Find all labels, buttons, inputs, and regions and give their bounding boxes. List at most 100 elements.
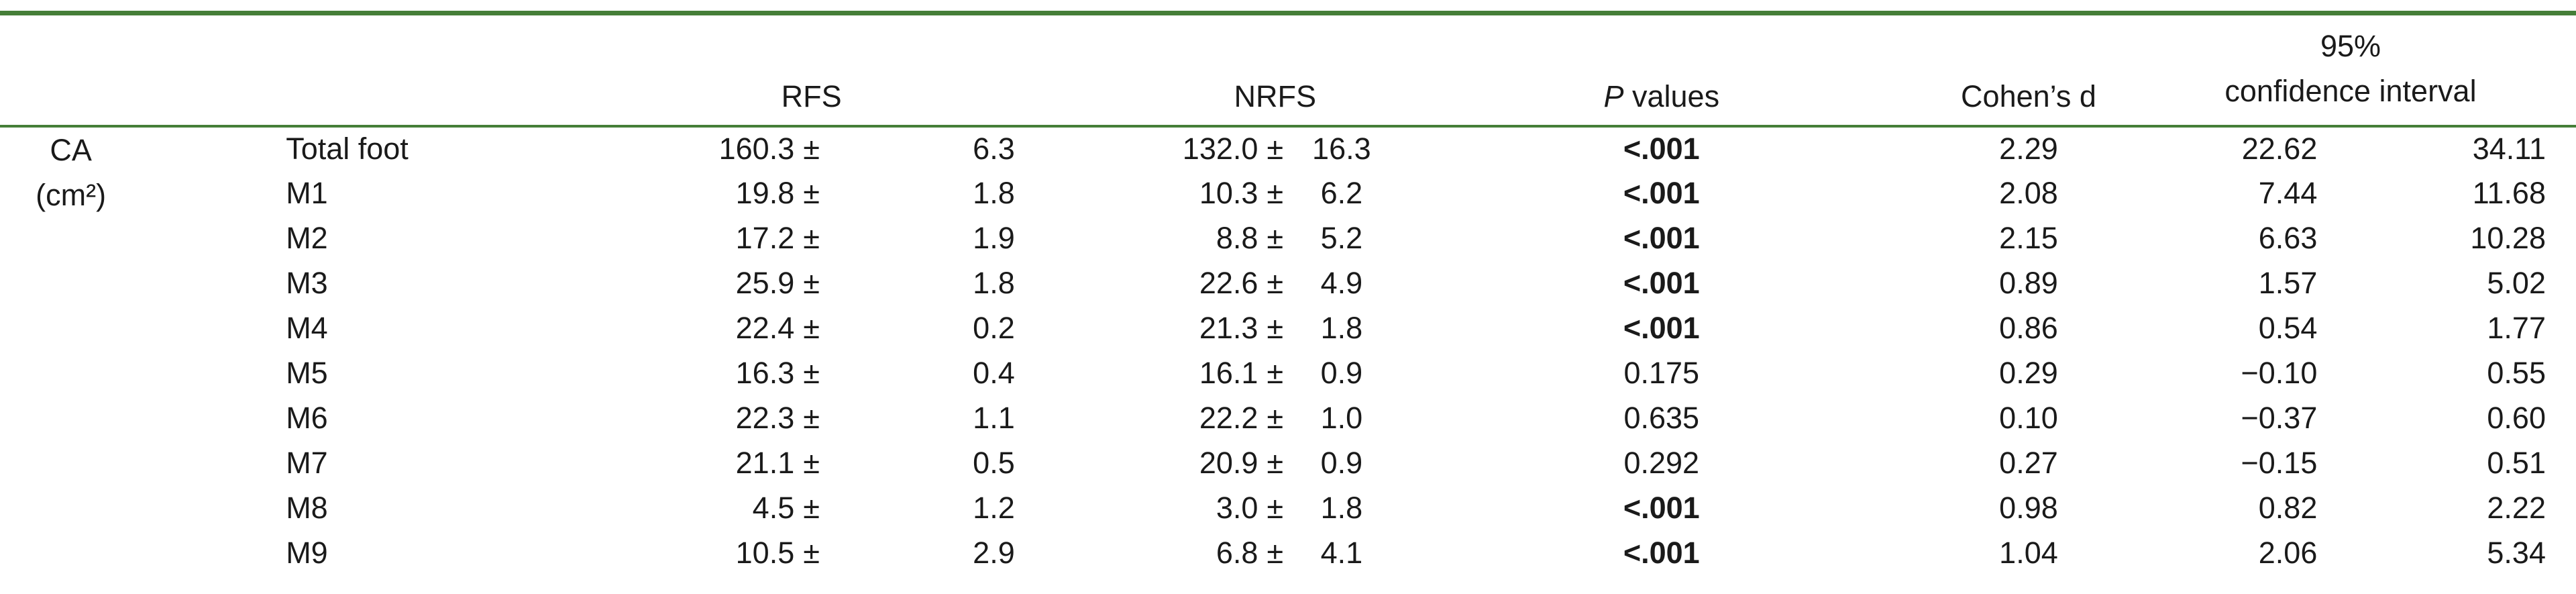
ci-lower: 0.54 — [2258, 311, 2318, 345]
plus-minus-value: 4.5 ±1.2 — [752, 491, 1015, 525]
row-label: M7 — [286, 446, 328, 480]
ci-lower: 2.06 — [2258, 536, 2318, 570]
ci-upper: 0.55 — [2487, 356, 2546, 390]
table-row: M1 19.8 ±1.8 10.3 ±6.2 <.001 2.08 7.44 11.… — [0, 171, 2576, 216]
header-p-values-italic: P — [1603, 79, 1624, 113]
ci-lower: 6.63 — [2258, 221, 2318, 255]
ci-upper: 10.28 — [2470, 221, 2546, 255]
nrfs-value: 10.3 ±6.2 — [1159, 171, 1391, 216]
header-p-values-rest: values — [1623, 79, 1720, 113]
plus-minus-value: 22.3 ±1.1 — [735, 401, 1015, 435]
group-label: CA (cm²) — [0, 126, 142, 576]
rfs-value: 16.3 ±0.4 — [464, 351, 1159, 396]
ci-lower: 0.82 — [2258, 491, 2318, 525]
cohen-d-value: 1.04 — [1999, 536, 2058, 570]
plus-minus-value: 160.3 ±6.3 — [718, 132, 1015, 166]
plus-minus-value: 16.1 ±0.9 — [1199, 356, 1363, 390]
rfs-value: 17.2 ±1.9 — [464, 216, 1159, 261]
cohen-d-value: 2.08 — [1999, 176, 2058, 210]
p-value: 0.635 — [1623, 401, 1700, 435]
cohen-d-value: 0.27 — [1999, 446, 2058, 480]
header-row: RFS NRFS P values Cohen’s d 95% confiden… — [0, 13, 2576, 128]
ci-lower: −0.15 — [2241, 446, 2318, 480]
ci-upper: 34.11 — [2472, 132, 2546, 166]
p-value: <.001 — [1623, 132, 1700, 166]
header-cohens-d: Cohen’s d — [1931, 13, 2125, 128]
ci-lower: 7.44 — [2258, 176, 2318, 210]
cohen-d-value: 2.29 — [1999, 132, 2058, 166]
cohen-d-value: 2.15 — [1999, 221, 2058, 255]
rfs-value: 19.8 ±1.8 — [464, 171, 1159, 216]
cohen-d-value: 0.98 — [1999, 491, 2058, 525]
plus-minus-value: 10.3 ±6.2 — [1199, 176, 1363, 210]
rfs-value: 10.5 ±2.9 — [464, 531, 1159, 576]
row-label: Total foot — [286, 132, 409, 166]
nrfs-value: 6.8 ±4.1 — [1159, 531, 1391, 576]
rfs-value: 4.5 ±1.2 — [464, 486, 1159, 531]
nrfs-value: 22.2 ±1.0 — [1159, 396, 1391, 441]
p-value: <.001 — [1623, 176, 1700, 210]
header-empty-group — [0, 13, 142, 128]
header-p-values: P values — [1391, 13, 1932, 128]
nrfs-value: 21.3 ±1.8 — [1159, 306, 1391, 351]
plus-minus-value: 132.0 ±16.3 — [1182, 132, 1371, 166]
plus-minus-value: 22.6 ±4.9 — [1199, 266, 1363, 300]
header-ci-line1: 95% — [2320, 28, 2381, 63]
table-row: M5 16.3 ±0.4 16.1 ±0.9 0.175 0.29 −0.10 0.… — [0, 351, 2576, 396]
results-table: RFS NRFS P values Cohen’s d 95% confiden… — [0, 11, 2576, 576]
row-label: M1 — [286, 176, 328, 210]
ci-lower: 22.62 — [2241, 132, 2318, 166]
nrfs-value: 22.6 ±4.9 — [1159, 261, 1391, 306]
ci-upper: 0.51 — [2487, 446, 2546, 480]
table-row: M6 22.3 ±1.1 22.2 ±1.0 0.635 0.10 −0.37 0.… — [0, 396, 2576, 441]
p-value: <.001 — [1623, 221, 1700, 255]
plus-minus-value: 21.3 ±1.8 — [1199, 311, 1363, 345]
header-ci-line2: confidence interval — [2224, 74, 2477, 108]
plus-minus-value: 17.2 ±1.9 — [735, 221, 1015, 255]
nrfs-value: 20.9 ±0.9 — [1159, 441, 1391, 486]
plus-minus-value: 10.5 ±2.9 — [735, 536, 1015, 570]
ci-lower: 1.57 — [2258, 266, 2318, 300]
table-row: M3 25.9 ±1.8 22.6 ±4.9 <.001 0.89 1.57 5.0… — [0, 261, 2576, 306]
ci-upper: 0.60 — [2487, 401, 2546, 435]
cohen-d-value: 0.10 — [1999, 401, 2058, 435]
plus-minus-value: 25.9 ±1.8 — [735, 266, 1015, 300]
ci-upper: 5.34 — [2487, 536, 2546, 570]
nrfs-value: 132.0 ±16.3 — [1159, 126, 1391, 171]
header-nrfs: NRFS — [1159, 13, 1391, 128]
group-name: CA — [50, 132, 92, 167]
rfs-value: 22.3 ±1.1 — [464, 396, 1159, 441]
plus-minus-value: 6.8 ±4.1 — [1216, 536, 1363, 570]
row-label: M9 — [286, 536, 328, 570]
nrfs-value: 16.1 ±0.9 — [1159, 351, 1391, 396]
plus-minus-value: 19.8 ±1.8 — [735, 176, 1015, 210]
table-row: M8 4.5 ±1.2 3.0 ±1.8 <.001 0.98 0.82 2.22 — [0, 486, 2576, 531]
row-label: M3 — [286, 266, 328, 300]
table-row: M7 21.1 ±0.5 20.9 ±0.9 0.292 0.27 −0.15 0.… — [0, 441, 2576, 486]
p-value: <.001 — [1623, 536, 1700, 570]
header-rfs: RFS — [464, 13, 1159, 128]
p-value: <.001 — [1623, 266, 1700, 300]
ci-lower: −0.37 — [2241, 401, 2318, 435]
plus-minus-value: 16.3 ±0.4 — [735, 356, 1015, 390]
row-label: M4 — [286, 311, 328, 345]
p-value: 0.175 — [1623, 356, 1700, 390]
p-value: 0.292 — [1623, 446, 1700, 480]
p-value: <.001 — [1623, 491, 1700, 525]
p-value: <.001 — [1623, 311, 1700, 345]
rfs-value: 25.9 ±1.8 — [464, 261, 1159, 306]
table-row: M9 10.5 ±2.9 6.8 ±4.1 <.001 1.04 2.06 5.34 — [0, 531, 2576, 576]
group-unit: (cm²) — [36, 177, 107, 212]
plus-minus-value: 20.9 ±0.9 — [1199, 446, 1363, 480]
rfs-value: 22.4 ±0.2 — [464, 306, 1159, 351]
plus-minus-value: 8.8 ±5.2 — [1216, 221, 1363, 255]
row-label: M6 — [286, 401, 328, 435]
table-row: M2 17.2 ±1.9 8.8 ±5.2 <.001 2.15 6.63 10.2… — [0, 216, 2576, 261]
plus-minus-value: 22.4 ±0.2 — [735, 311, 1015, 345]
ci-upper: 11.68 — [2472, 176, 2546, 210]
header-empty-label — [142, 13, 464, 128]
ci-upper: 1.77 — [2487, 311, 2546, 345]
plus-minus-value: 21.1 ±0.5 — [735, 446, 1015, 480]
table-row: M4 22.4 ±0.2 21.3 ±1.8 <.001 0.86 0.54 1.7… — [0, 306, 2576, 351]
ci-upper: 2.22 — [2487, 491, 2546, 525]
